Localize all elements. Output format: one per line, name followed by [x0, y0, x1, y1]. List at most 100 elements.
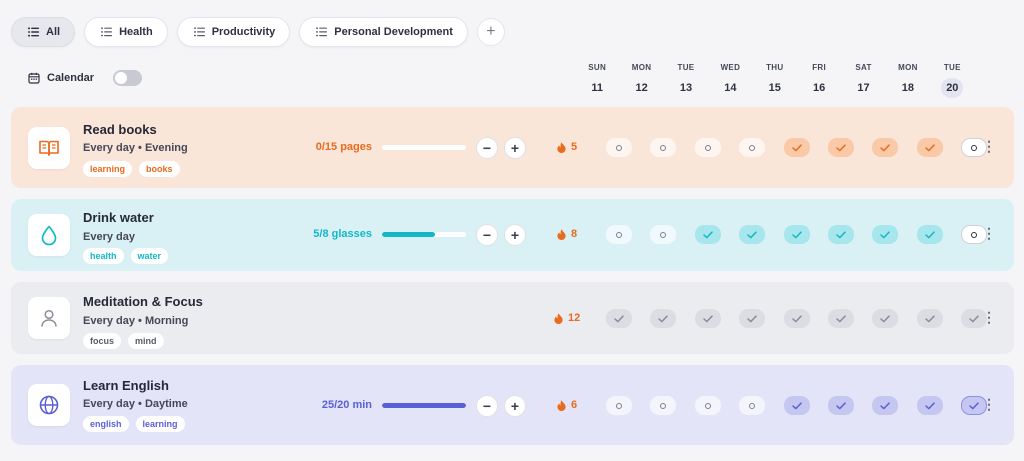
day-check-empty[interactable]	[961, 225, 988, 244]
day-check-empty[interactable]	[694, 138, 721, 157]
day-check-done[interactable]	[827, 138, 854, 157]
day-check-empty[interactable]	[650, 225, 677, 244]
increment-button[interactable]: +	[504, 224, 526, 246]
more-options-icon[interactable]: ⋮	[982, 309, 996, 325]
tab-label: All	[46, 26, 61, 38]
list-icon	[316, 27, 328, 37]
habit-tag[interactable]: water	[130, 248, 169, 264]
tab-label: Productivity	[211, 26, 276, 38]
habit-tag[interactable]: books	[139, 161, 180, 177]
day-check-done[interactable]	[739, 225, 766, 244]
habit-tag[interactable]: mind	[128, 333, 164, 349]
habit-card[interactable]: Learn English Every day • Daytime english l…	[11, 365, 1014, 445]
increment-button[interactable]: +	[504, 137, 526, 159]
day-name: SAT	[855, 63, 872, 72]
day-check-done[interactable]	[827, 225, 854, 244]
day-check-done[interactable]	[872, 225, 899, 244]
check-icon	[924, 401, 935, 409]
habit-tag[interactable]: learning	[83, 161, 133, 177]
check-icon	[791, 143, 802, 151]
progress-fill	[382, 231, 435, 237]
tab-productivity[interactable]: Productivity	[176, 17, 291, 47]
day-name: FRI	[812, 63, 827, 72]
day-check-done[interactable]	[606, 309, 632, 328]
day-date: 20	[941, 78, 964, 98]
progress-text: 25/20 min	[321, 399, 372, 411]
habit-tags: english learning	[83, 416, 185, 432]
day-check-done[interactable]	[694, 225, 721, 244]
check-icon	[791, 401, 802, 409]
day-check-done[interactable]	[961, 396, 988, 415]
more-options-icon[interactable]: ⋮	[982, 138, 996, 154]
decrement-button[interactable]: −	[476, 137, 498, 159]
day-check-done[interactable]	[916, 309, 943, 328]
habit-icon-box	[28, 297, 70, 339]
habit-tag[interactable]: focus	[83, 333, 122, 349]
day-check-empty[interactable]	[739, 396, 766, 415]
calendar-switch[interactable]	[113, 70, 143, 86]
day-column-header: MON 12	[619, 62, 663, 98]
day-check-done[interactable]	[783, 396, 810, 415]
decrement-button[interactable]: −	[476, 224, 498, 246]
tab-personal-development[interactable]: Personal Development	[299, 17, 468, 47]
day-check-empty[interactable]	[961, 138, 988, 157]
check-icon	[836, 314, 846, 322]
habit-tag[interactable]: learning	[135, 416, 185, 432]
streak-value: 12	[568, 312, 581, 324]
add-tab-button[interactable]: +	[476, 18, 505, 46]
more-options-icon[interactable]: ⋮	[982, 225, 996, 241]
day-check-done[interactable]	[783, 309, 810, 328]
tab-health[interactable]: Health	[84, 17, 168, 47]
day-check-done[interactable]	[783, 138, 810, 157]
person-icon	[38, 307, 60, 329]
habit-schedule: Every day • Morning	[83, 315, 189, 327]
list-icon	[101, 27, 113, 37]
day-check-done[interactable]	[916, 396, 943, 415]
globe-icon	[38, 394, 60, 416]
list-icon	[28, 27, 39, 37]
habit-tag[interactable]: health	[83, 248, 124, 264]
day-check-empty[interactable]	[606, 396, 632, 415]
streak-count: 6	[557, 399, 577, 411]
day-check-done[interactable]	[961, 309, 988, 328]
check-icon	[924, 230, 935, 238]
streak-value: 5	[571, 141, 578, 153]
day-check-done[interactable]	[872, 138, 899, 157]
day-check-done[interactable]	[827, 309, 854, 328]
habit-card[interactable]: Meditation & Focus Every day • Morning foc…	[11, 282, 1014, 354]
day-check-done[interactable]	[916, 138, 943, 157]
day-check-done[interactable]	[783, 225, 810, 244]
progress-bar	[382, 402, 466, 408]
habit-schedule: Every day • Daytime	[83, 398, 188, 410]
day-check-empty[interactable]	[650, 138, 677, 157]
more-options-icon[interactable]: ⋮	[982, 396, 996, 412]
calendar-label: Calendar	[47, 72, 95, 84]
day-column-header: FRI 16	[797, 62, 841, 98]
day-column-header: SUN 11	[575, 62, 619, 98]
day-column-header: THU 15	[753, 62, 797, 98]
day-check-empty[interactable]	[739, 138, 766, 157]
decrement-button[interactable]: −	[476, 395, 498, 417]
increment-button[interactable]: +	[504, 395, 526, 417]
day-check-done[interactable]	[872, 396, 899, 415]
habit-card[interactable]: Drink water Every day health water 5/8 glass…	[11, 199, 1014, 271]
habit-tag[interactable]: english	[83, 416, 129, 432]
day-check-done[interactable]	[827, 396, 854, 415]
day-check-empty[interactable]	[694, 396, 721, 415]
tab-all[interactable]: All	[11, 17, 76, 47]
habit-card[interactable]: Read books Every day • Evening learning boo…	[11, 107, 1014, 188]
habit-schedule: Every day	[83, 231, 135, 243]
day-name: SUN	[588, 63, 607, 72]
day-date: 11	[591, 82, 603, 94]
day-check-done[interactable]	[650, 309, 677, 328]
day-check-done[interactable]	[916, 225, 943, 244]
day-check-empty[interactable]	[606, 138, 632, 157]
progress-group: 25/20 min	[322, 399, 466, 411]
day-check-done[interactable]	[739, 309, 766, 328]
day-check-done[interactable]	[872, 309, 899, 328]
day-check-empty[interactable]	[606, 225, 632, 244]
habit-tags: health water	[83, 248, 169, 264]
day-check-done[interactable]	[694, 309, 721, 328]
day-column-header: WED 14	[708, 62, 752, 98]
day-check-empty[interactable]	[650, 396, 677, 415]
